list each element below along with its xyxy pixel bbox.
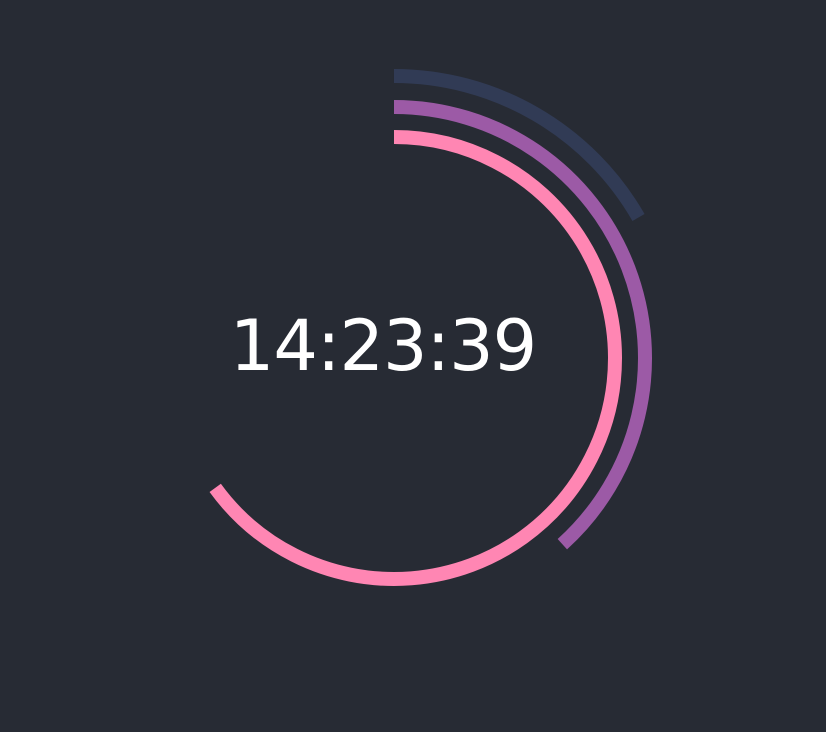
seconds-ring [209,130,622,586]
hours-ring [393,69,645,222]
time-display: 14:23:39 [229,305,537,387]
minutes-ring [393,100,652,550]
